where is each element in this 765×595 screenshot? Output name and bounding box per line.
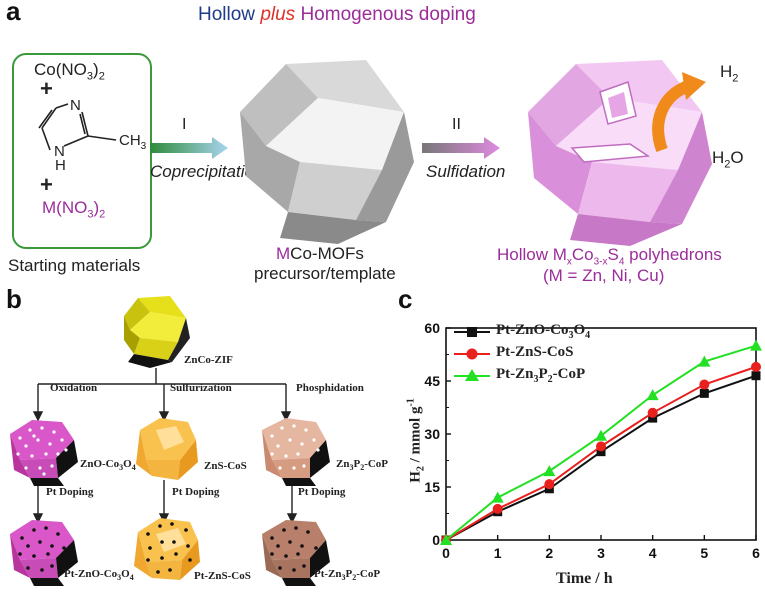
panel-b-graphics [10, 296, 330, 586]
step-2-arrow [422, 137, 500, 159]
x-tick-label: 1 [494, 545, 502, 561]
imidazole-h-label: H [55, 157, 66, 170]
branch-sulfurization-label: Sulfurization [170, 382, 232, 394]
branch-phosphidation-label: Phosphidation [296, 382, 364, 394]
panel-c-letter: c [398, 284, 413, 314]
zif-polyhedron [124, 296, 190, 368]
mof-label-line1: MCo-MOFs [276, 244, 364, 263]
step-1-number: I [182, 116, 187, 133]
x-tick-label: 2 [545, 545, 553, 561]
x-axis-label: Time / h [556, 570, 613, 587]
x-tick-label: 0 [442, 545, 450, 561]
step-2-number: II [452, 116, 461, 133]
pt-zn3p2-cop-label: Pt-Zn3P2-CoP [314, 568, 381, 583]
series-1-point-1 [492, 503, 503, 514]
series-2-point-6 [750, 339, 762, 351]
series-1-point-4 [647, 407, 658, 418]
series-2-point-1 [491, 491, 504, 503]
reactant-metal-nitrate: M(NO3)2 [42, 198, 106, 221]
y-axis-label: H2 / mmol g-1 [405, 398, 427, 483]
series-1-point-5 [699, 379, 710, 390]
hollow-polyhedron [528, 60, 712, 246]
plus-sign-1: + [40, 76, 53, 101]
step-2-label: Sulfidation [426, 162, 506, 181]
product-label-line2: (M = Zn, Ni, Cu) [543, 266, 665, 285]
legend-entry-zno: Pt-ZnO-Co3O4 [452, 322, 622, 342]
series-0-point-6 [751, 371, 761, 381]
series-0-point-3 [596, 447, 606, 457]
y-tick-label: 0 [432, 532, 440, 548]
x-tick-label: 6 [752, 545, 760, 561]
y-tick-label: 15 [424, 479, 440, 495]
pt-doping-label-2: Pt Doping [172, 486, 220, 498]
series-line-0 [445, 374, 757, 541]
y-tick-label: 60 [424, 320, 440, 336]
imidazole-n-label: N [70, 98, 81, 114]
pt-zns-cos-label: Pt-ZnS-CoS [194, 570, 251, 582]
series-0-point-4 [648, 413, 658, 423]
series-2-point-0 [440, 534, 452, 545]
legend: Pt-ZnO-Co3O4 Pt-ZnS-CoS Pt-Zn3P2-CoP [452, 322, 622, 386]
zn3p2-cop-polyhedron [262, 418, 330, 486]
starting-materials-label: Starting materials [8, 256, 141, 275]
pt-zno-co3o4-label: Pt-ZnO-Co3O4 [64, 568, 134, 583]
series-2-point-5 [698, 355, 711, 367]
pt-doping-label-1: Pt Doping [46, 486, 94, 498]
series-1-point-3 [596, 441, 606, 452]
branch-oxidation-label: Oxidation [50, 382, 98, 394]
legend-entry-zns: Pt-ZnS-CoS [452, 344, 622, 364]
zif-label: ZnCo-ZIF [184, 354, 233, 366]
methyl-group-label: CH3 [119, 132, 147, 152]
mof-label-line2: precursor/template [254, 264, 396, 283]
title-doping: Homogenous doping [295, 4, 476, 25]
zno-co3o4-label: ZnO-Co3O4 [80, 458, 136, 473]
step-1-arrow [150, 137, 228, 159]
x-tick-label: 3 [597, 545, 605, 561]
pt-doping-label-3: Pt Doping [298, 486, 346, 498]
reactant-cobalt-nitrate: Co(NO3)2 [34, 60, 105, 83]
legend-entry-zn3p2: Pt-Zn3P2-CoP [452, 366, 622, 386]
mof-polyhedron [240, 60, 414, 244]
series-2-point-4 [646, 389, 659, 401]
x-tick-label: 4 [649, 545, 657, 561]
y-tick-label: 45 [424, 373, 440, 389]
pt-zns-cos-polyhedron [134, 518, 200, 580]
step-1-label: Coprecipitation [150, 162, 264, 181]
plus-sign-2: + [40, 172, 53, 197]
x-tick-label: 5 [700, 545, 708, 561]
product-label-line1: Hollow MxCo3-xS4 polyhedrons [497, 245, 722, 268]
zns-cos-polyhedron [136, 418, 198, 480]
series-1-point-2 [544, 479, 555, 490]
imidazole-nh-label: N [54, 143, 65, 160]
panel-a-title: Hollow plus Homogenous doping [198, 4, 476, 26]
zns-cos-label: ZnS-CoS [204, 460, 247, 472]
h2-label: H2 [720, 62, 739, 85]
title-hollow: Hollow [198, 4, 261, 25]
series-2-point-2 [543, 465, 556, 477]
panel-a-letter: a [6, 0, 21, 26]
series-1-point-6 [751, 361, 761, 372]
series-2-point-3 [595, 429, 607, 441]
h2o-label: H2O [712, 148, 744, 171]
methylimidazole-structure: N N H [38, 98, 117, 170]
y-tick-label: 30 [424, 426, 440, 442]
zn3p2-cop-label: Zn3P2-CoP [336, 458, 389, 473]
pt-zn3p2-cop-polyhedron [262, 520, 330, 586]
pt-zno-co3o4-polyhedron [10, 520, 78, 586]
series-0-point-5 [699, 388, 709, 398]
panel-b-letter: b [6, 284, 22, 314]
title-plus: plus [260, 4, 296, 25]
zno-co3o4-polyhedron [10, 420, 78, 486]
